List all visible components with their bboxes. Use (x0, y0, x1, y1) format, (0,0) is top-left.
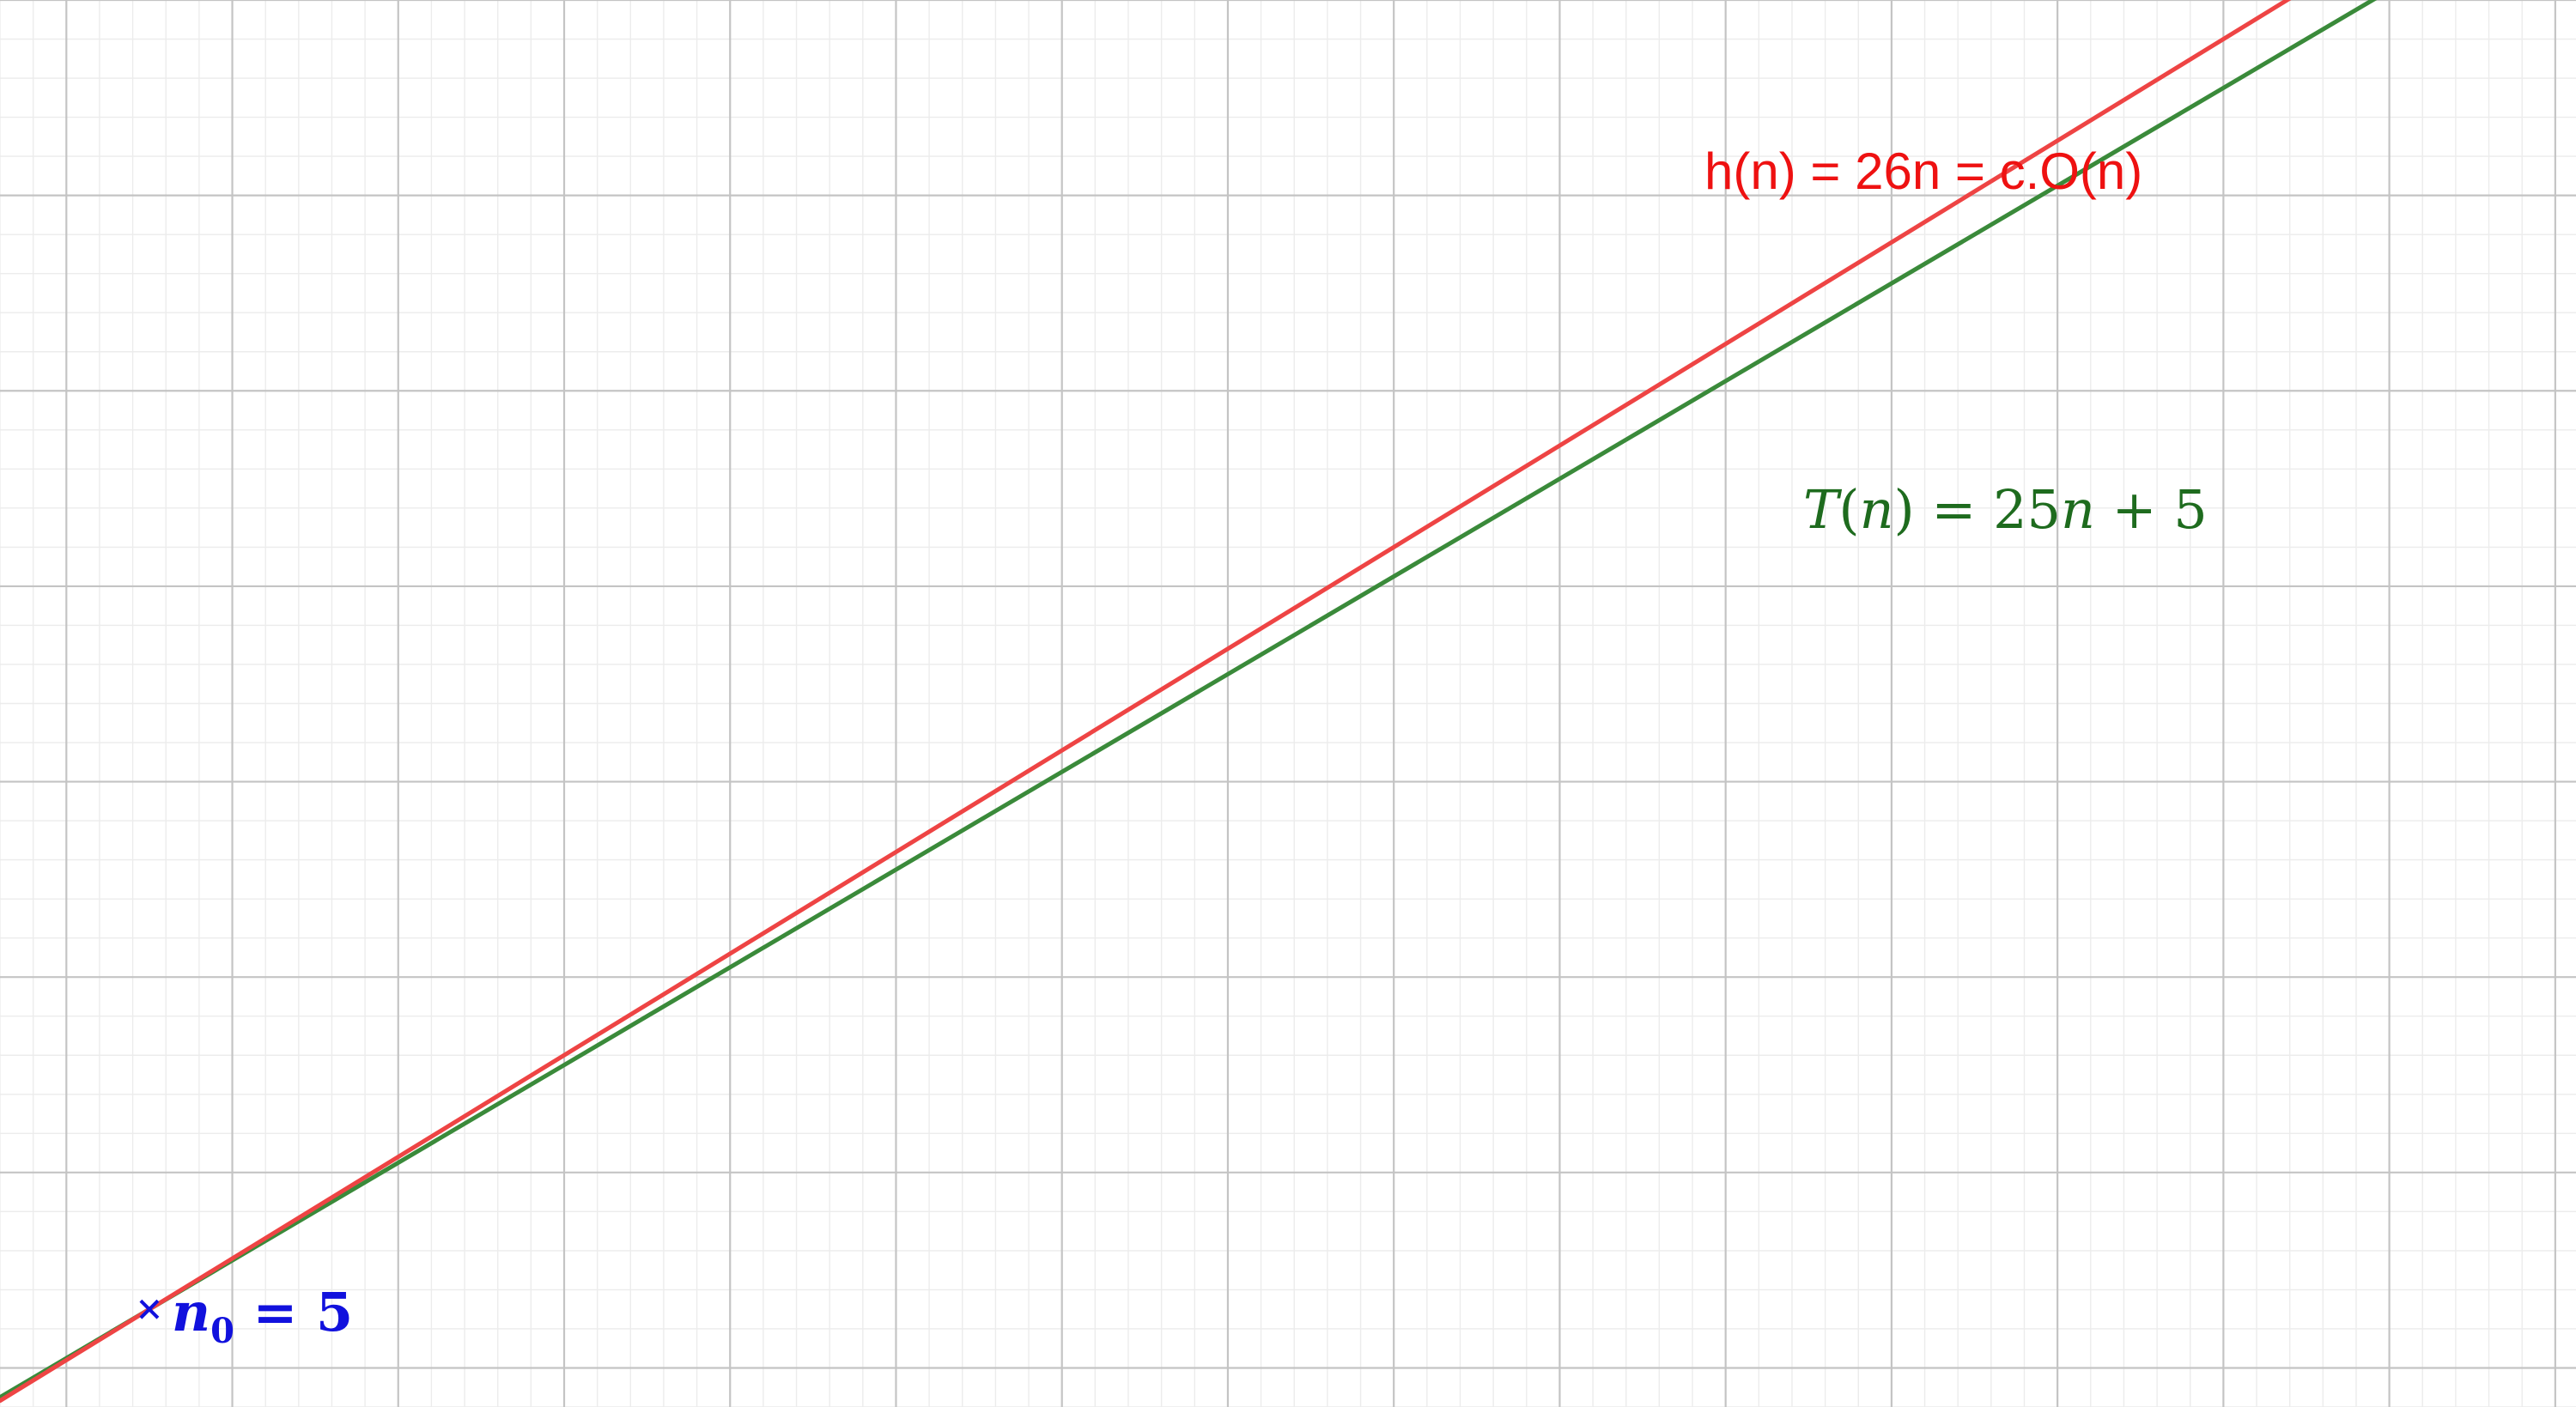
point-n0[interactable] (139, 1299, 160, 1319)
point-marker-stroke (139, 1299, 160, 1319)
t-label-rest: + 5 (2095, 478, 2208, 541)
t-label-n2: n (2061, 478, 2095, 541)
t-label-close: ) (1894, 478, 1915, 541)
n0-label-sub: 0 (210, 1311, 234, 1351)
t-label-eq: = 25 (1915, 478, 2061, 541)
t-label-open: ( (1838, 478, 1859, 541)
point-layer (139, 1299, 160, 1319)
n0-label-n: n (172, 1281, 210, 1343)
t-label-n: n (1860, 478, 1894, 541)
t-function-label: T(n) = 25n + 5 (1803, 478, 2208, 541)
n0-label-rest: = 5 (234, 1281, 353, 1343)
t-label-T: T (1803, 478, 1843, 541)
n0-label: n0 = 5 (172, 1281, 353, 1351)
h-function-label: h(n) = 26n = c.O(n) (1704, 143, 2142, 200)
